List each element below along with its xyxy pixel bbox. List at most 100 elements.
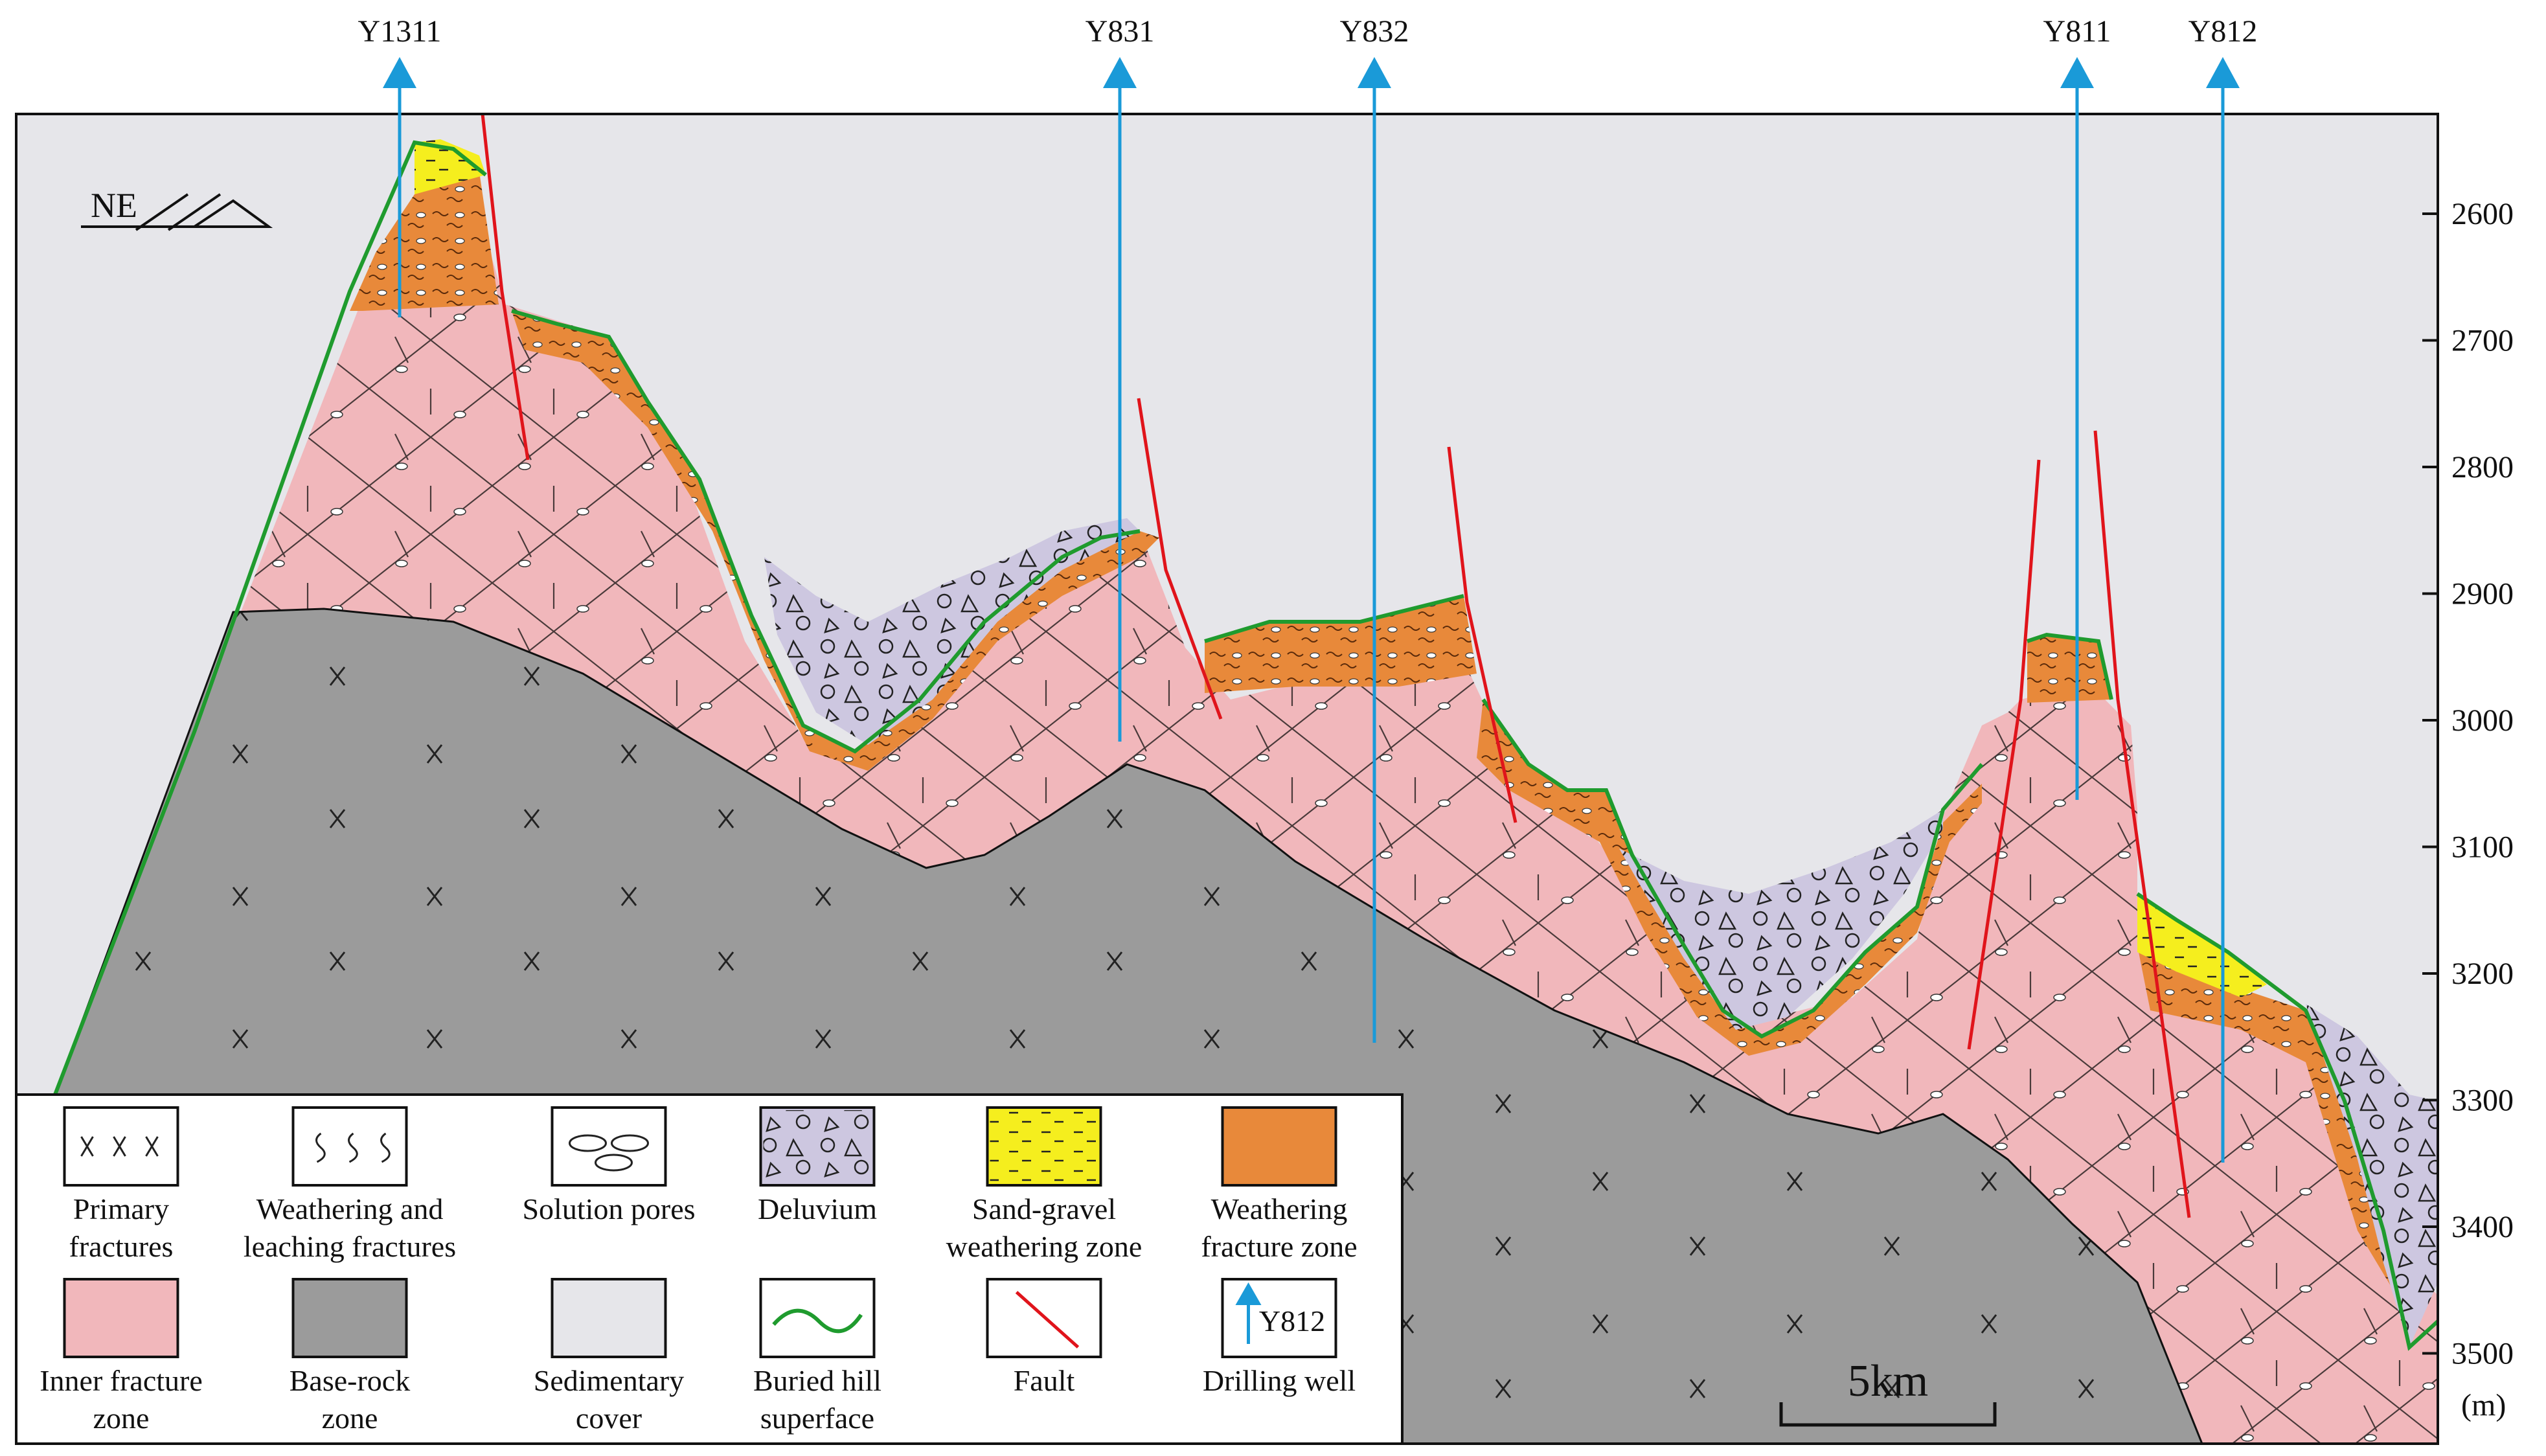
depth-tick-label: 3400 [2451, 1210, 2514, 1244]
legend-label: superface [760, 1402, 874, 1435]
deluvium-zone [764, 518, 2438, 1347]
legend-swatch [291, 1278, 408, 1358]
legend: Primary fractures Weathering and leaching f… [15, 1093, 1404, 1445]
well-label: Y1311 [358, 14, 442, 49]
legend-label: zone [93, 1402, 150, 1435]
legend-label: Sedimentary [534, 1364, 685, 1397]
legend-label: Solution pores [522, 1192, 695, 1225]
deluvium-fill [763, 1110, 872, 1183]
well-arrow-icon [1103, 57, 1137, 88]
legend-label: Buried hill [753, 1364, 881, 1397]
drilling-well-y832: Y832 [1340, 14, 1409, 1043]
pore-icon [595, 1154, 633, 1172]
s-mark-icon [315, 1132, 326, 1163]
legend-swatch [1221, 1106, 1337, 1187]
legend-label: Base-rock [290, 1364, 410, 1397]
well-arrow-icon [383, 57, 416, 88]
legend-item-sand-gravel: Sand-gravel weathering zone [946, 1106, 1142, 1263]
drilling-well-y811: Y811 [2043, 14, 2111, 800]
legend-item-sedimentary: Sedimentary cover [534, 1278, 685, 1435]
legend-item-solution: Solution pores [522, 1106, 696, 1225]
legend-label: Fault [1014, 1364, 1075, 1397]
s-mark-icon [380, 1132, 391, 1163]
x-mark-icon [145, 1136, 159, 1157]
fault-3 [1447, 446, 1517, 823]
legend-label: Sand-gravel [972, 1192, 1116, 1225]
ne-orientation-marker: NE [81, 186, 273, 231]
depth-tick-label: 2600 [2451, 197, 2514, 231]
depth-tick-label: 2800 [2451, 450, 2514, 484]
legend-item-base-rock: Base-rock zone [290, 1278, 410, 1435]
legend-item-primary: Primary fractures [63, 1106, 179, 1263]
drilling-well-y812: Y812 [2188, 14, 2258, 1163]
buried-hill-surface [53, 140, 2438, 1351]
depth-tick-label: 2700 [2451, 324, 2514, 358]
scale-bar-label: 5km [1848, 1356, 1928, 1406]
wave-icon [772, 1308, 863, 1334]
well-label: Y831 [1085, 14, 1155, 49]
legend-swatch [63, 1278, 179, 1358]
sand-fill [990, 1110, 1098, 1183]
legend-label: Inner fracture [40, 1364, 203, 1397]
well-label: Y811 [2043, 14, 2111, 49]
legend-swatch [551, 1278, 667, 1358]
scale-bar-line [1779, 1402, 1997, 1427]
wells: Y1311 Y831 Y832 Y811 Y812 [358, 14, 2258, 1163]
drilling-well-y831: Y831 [1085, 14, 1155, 742]
legend-items: Primary fractures Weathering and leaching f… [40, 1106, 1358, 1435]
legend-label: weathering zone [946, 1230, 1142, 1263]
fault-2 [1137, 398, 1223, 720]
depth-tick-label: 3500 [2451, 1337, 2514, 1371]
legend-item-deluvium: Deluvium [758, 1106, 877, 1225]
legend-label: Primary [73, 1192, 169, 1225]
legend-label: zone [322, 1402, 378, 1435]
well-arrow-icon [2060, 57, 2094, 88]
legend-box [15, 1093, 1404, 1445]
ne-label: NE [91, 186, 137, 225]
legend-item-weathering-leaching: Weathering and leaching fractures [244, 1106, 456, 1263]
legend-item-weathering-zone: Weathering fracture zone [1201, 1106, 1358, 1263]
legend-label: Weathering [1211, 1192, 1348, 1225]
s-mark-icon [348, 1132, 358, 1163]
legend-swatch-label: Y812 [1259, 1304, 1325, 1337]
legend-label: leaching fractures [244, 1230, 456, 1263]
legend-label: fractures [69, 1230, 174, 1263]
faults [481, 114, 2191, 1218]
well-arrow-icon [1235, 1282, 1262, 1305]
legend-item-inner: Inner fracture zone [40, 1278, 203, 1435]
legend-swatch [1221, 1278, 1337, 1358]
pore-icon [611, 1134, 649, 1152]
legend-label: fracture zone [1201, 1230, 1357, 1263]
fault-1 [481, 114, 530, 461]
well-label: Y812 [2188, 14, 2258, 49]
legend-label: Drilling well [1203, 1364, 1356, 1397]
depth-tick-label: 2900 [2451, 577, 2514, 611]
scale-bar: 5km [1779, 1356, 1997, 1427]
legend-swatch [551, 1106, 667, 1187]
legend-label: Deluvium [758, 1192, 877, 1225]
depth-tick-label: 3200 [2451, 957, 2514, 991]
depth-axis: 2600 2700 2800 2900 3000 3100 3200 3300 3400 3500… [2422, 197, 2514, 1422]
x-mark-icon [80, 1136, 94, 1157]
legend-item-fault: Fault [986, 1278, 1102, 1397]
x-mark-icon [113, 1136, 126, 1157]
legend-swatch [291, 1106, 408, 1187]
ne-symbol-icon [81, 193, 273, 231]
drilling-well-y1311: Y1311 [358, 14, 442, 317]
fault-5 [2093, 430, 2191, 1218]
well-label: Y832 [1340, 14, 1409, 49]
legend-item-drilling-well: Y812 Drilling well [1203, 1278, 1356, 1397]
fault-4 [1967, 459, 2041, 1050]
legend-label: cover [576, 1402, 642, 1435]
depth-tick-label: 3300 [2451, 1084, 2514, 1118]
legend-item-buried-hill: Buried hill superface [753, 1278, 881, 1435]
legend-swatch [63, 1106, 179, 1187]
legend-label: Weathering and [256, 1192, 444, 1225]
pore-icon [569, 1134, 607, 1152]
well-arrow-icon [1358, 57, 1391, 88]
depth-tick-label: 3100 [2451, 830, 2514, 865]
depth-tick-label: 3000 [2451, 703, 2514, 738]
fault-icon [1015, 1291, 1080, 1348]
well-arrow-icon [2206, 57, 2240, 88]
